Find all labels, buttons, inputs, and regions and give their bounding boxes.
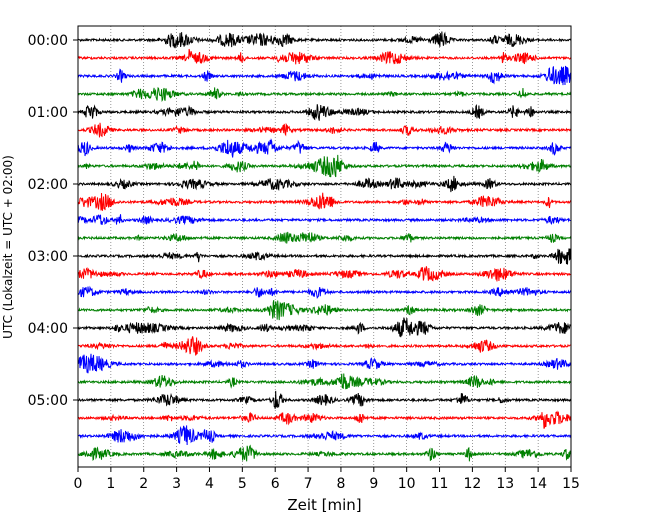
x-tick-label: 1 bbox=[106, 476, 115, 492]
y-tick-label: 03:00 bbox=[28, 249, 68, 265]
x-tick-label: 12 bbox=[463, 476, 481, 492]
plot-area bbox=[78, 26, 571, 467]
axes-layer: 0 1 2 3 4 5 6 7 8 9 10 11 12 13 14 1500:0001:0002:0003:… bbox=[28, 25, 580, 492]
trace-row bbox=[77, 410, 572, 429]
x-tick-label: 13 bbox=[496, 476, 514, 492]
trace-row bbox=[77, 444, 572, 462]
trace-row bbox=[77, 317, 572, 338]
trace-row bbox=[77, 103, 572, 121]
trace-row bbox=[77, 65, 572, 86]
trace-row bbox=[77, 353, 572, 374]
trace-row bbox=[77, 300, 572, 321]
trace-row bbox=[77, 214, 572, 226]
trace-row bbox=[77, 192, 572, 211]
x-tick-label: 3 bbox=[172, 476, 181, 492]
x-tick-label: 2 bbox=[139, 476, 148, 492]
x-tick-label: 6 bbox=[271, 476, 280, 492]
x-tick-label: 0 bbox=[74, 476, 83, 492]
x-axis-label: Zeit [min] bbox=[287, 496, 361, 514]
trace-row bbox=[77, 425, 572, 445]
trace-row bbox=[77, 31, 572, 49]
x-tick-label: 4 bbox=[205, 476, 214, 492]
x-tick-label: 14 bbox=[529, 476, 547, 492]
y-tick-label: 00:00 bbox=[28, 33, 68, 49]
trace-row bbox=[77, 86, 572, 102]
trace-row bbox=[77, 154, 572, 178]
trace-row bbox=[77, 248, 572, 265]
trace-row bbox=[77, 373, 572, 390]
y-tick-label: 01:00 bbox=[28, 105, 68, 121]
traces-layer bbox=[77, 31, 572, 462]
y-tick-label: 04:00 bbox=[28, 321, 68, 337]
x-tick-label: 15 bbox=[562, 476, 580, 492]
x-tick-label: 10 bbox=[398, 476, 416, 492]
trace-row bbox=[77, 266, 572, 282]
x-tick-label: 11 bbox=[431, 476, 449, 492]
trace-row bbox=[77, 336, 572, 356]
y-axis-label: UTC (Lokalzeit = UTC + 02:00) bbox=[1, 155, 15, 339]
trace-row bbox=[77, 122, 572, 138]
trace-row bbox=[77, 285, 572, 300]
x-tick-label: 7 bbox=[304, 476, 313, 492]
trace-row bbox=[77, 175, 572, 193]
trace-row bbox=[77, 48, 572, 65]
x-tick-label: 9 bbox=[369, 476, 378, 492]
trace-row bbox=[77, 390, 572, 409]
y-tick-label: 05:00 bbox=[28, 393, 68, 409]
plot-frame bbox=[77, 25, 572, 468]
trace-row bbox=[77, 138, 572, 158]
x-tick-label: 8 bbox=[336, 476, 345, 492]
trace-row bbox=[77, 231, 572, 244]
x-tick-label: 5 bbox=[238, 476, 247, 492]
y-tick-label: 02:00 bbox=[28, 177, 68, 193]
